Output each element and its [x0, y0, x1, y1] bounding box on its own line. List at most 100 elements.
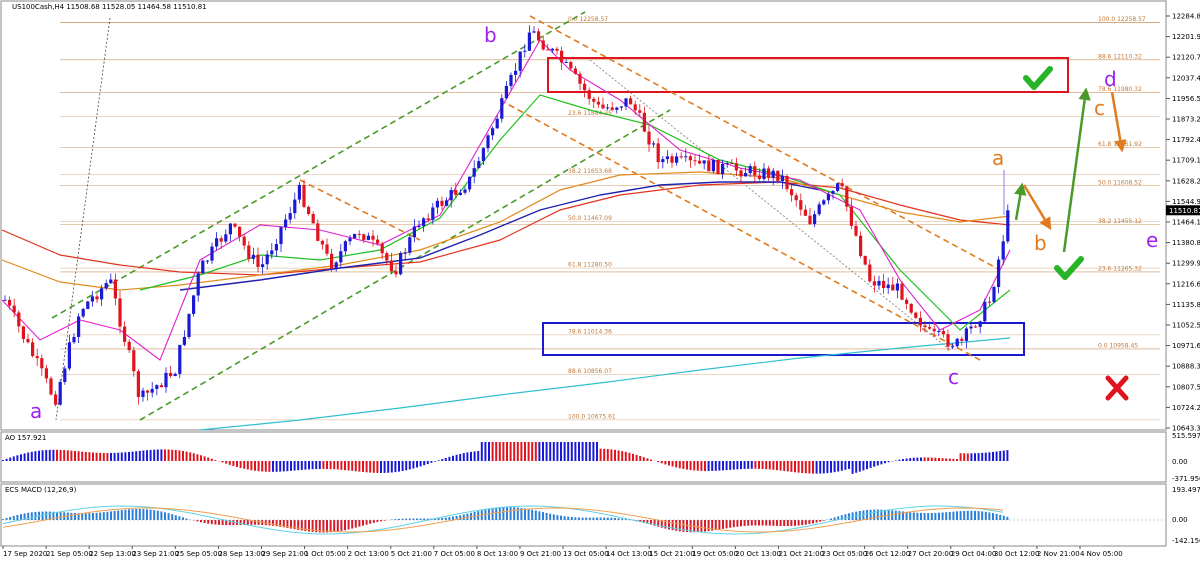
time-tick-label: 13 Oct 05:00 [563, 550, 609, 558]
candle [270, 243, 274, 259]
candle-body [569, 62, 573, 69]
candle [481, 146, 485, 165]
candle-body [840, 183, 844, 187]
candle-body [684, 156, 688, 158]
candle-body [725, 163, 729, 165]
candle-body [615, 107, 619, 110]
candle [776, 170, 780, 184]
candle [955, 337, 959, 348]
candle [146, 389, 150, 401]
candle [233, 223, 237, 229]
projection-arrow [1062, 87, 1091, 253]
price-tick-label: 12284.86 [1172, 13, 1200, 21]
candle [992, 285, 996, 304]
candle [670, 153, 674, 168]
candle-body [389, 260, 393, 272]
fib-right-label: 50.0 11608.52 [1098, 179, 1142, 186]
candle [711, 158, 715, 174]
price-tick-label: 10724.20 [1172, 404, 1200, 412]
candle-body [642, 112, 646, 132]
candle-body [435, 200, 439, 208]
fib-mid-label: 100.0 10675.61 [568, 413, 616, 420]
price-tick-label: 10971.65 [1172, 342, 1200, 350]
candle [353, 233, 357, 239]
price-tick-label: 11464.11 [1172, 219, 1200, 227]
candle-body [794, 195, 798, 201]
candle-body [550, 48, 554, 51]
candle [445, 197, 449, 207]
candle-body [877, 280, 881, 286]
candle-body [440, 200, 444, 206]
candle-body [780, 176, 784, 182]
candle [619, 105, 623, 111]
candle-body [882, 280, 886, 289]
candle [813, 210, 817, 228]
candle-body [573, 68, 577, 74]
candle [785, 174, 789, 192]
candle [293, 192, 297, 219]
candle-body [895, 283, 899, 291]
candle-body [196, 273, 200, 296]
candle [417, 220, 421, 229]
candle-body [587, 90, 591, 99]
candle-body [445, 200, 449, 206]
candle-body [251, 254, 255, 259]
candle [555, 46, 559, 55]
candle [394, 264, 398, 278]
candle-body [431, 207, 435, 220]
candle-body [35, 356, 39, 359]
candle [90, 290, 94, 307]
candle [44, 364, 48, 383]
candle-body [969, 326, 973, 329]
time-tick-label: 4 Nov 05:00 [1080, 550, 1123, 558]
candle [923, 321, 927, 333]
candle-body [514, 70, 518, 75]
candle [859, 231, 863, 258]
candle [35, 348, 39, 366]
candle-body [8, 299, 12, 306]
ma-cyan [199, 337, 1011, 431]
macd-tick-label: 193.4972 [1172, 486, 1200, 494]
candle [136, 369, 140, 405]
candle-body [201, 260, 205, 274]
candle [969, 323, 973, 334]
candle [688, 154, 692, 168]
price-tick-label: 11628.26 [1172, 177, 1200, 185]
candle [803, 204, 807, 217]
candle [403, 248, 407, 261]
candle [178, 344, 182, 379]
candle [261, 256, 265, 275]
candle [753, 161, 757, 182]
candle-body [192, 295, 196, 314]
candle [104, 279, 108, 291]
candle-body [679, 156, 683, 158]
candle-body [256, 254, 260, 267]
candle-body [63, 368, 67, 382]
candle-body [458, 192, 462, 195]
macd-line [2, 505, 1004, 535]
candle [366, 232, 370, 241]
candle-body [527, 32, 531, 51]
candle-body [1001, 241, 1005, 260]
candle-body [790, 189, 794, 196]
candle [307, 205, 311, 216]
price-tick-label: 11380.80 [1172, 239, 1200, 247]
candle [601, 97, 605, 110]
projection-arrow [1014, 182, 1027, 221]
candle [518, 51, 522, 78]
candle [449, 186, 453, 208]
time-tick-label: 28 Sep 13:00 [218, 550, 265, 558]
check-icon [1054, 256, 1084, 280]
fib-right-label: 0.0 10958.45 [1098, 342, 1138, 349]
candle [504, 81, 508, 99]
candle-body [1006, 210, 1010, 242]
candle [26, 333, 30, 344]
candle [665, 149, 669, 164]
candle-body [357, 233, 361, 235]
check-icon [1023, 66, 1053, 90]
candle-body [624, 98, 628, 107]
candle [560, 46, 564, 71]
candle-body [224, 234, 228, 242]
